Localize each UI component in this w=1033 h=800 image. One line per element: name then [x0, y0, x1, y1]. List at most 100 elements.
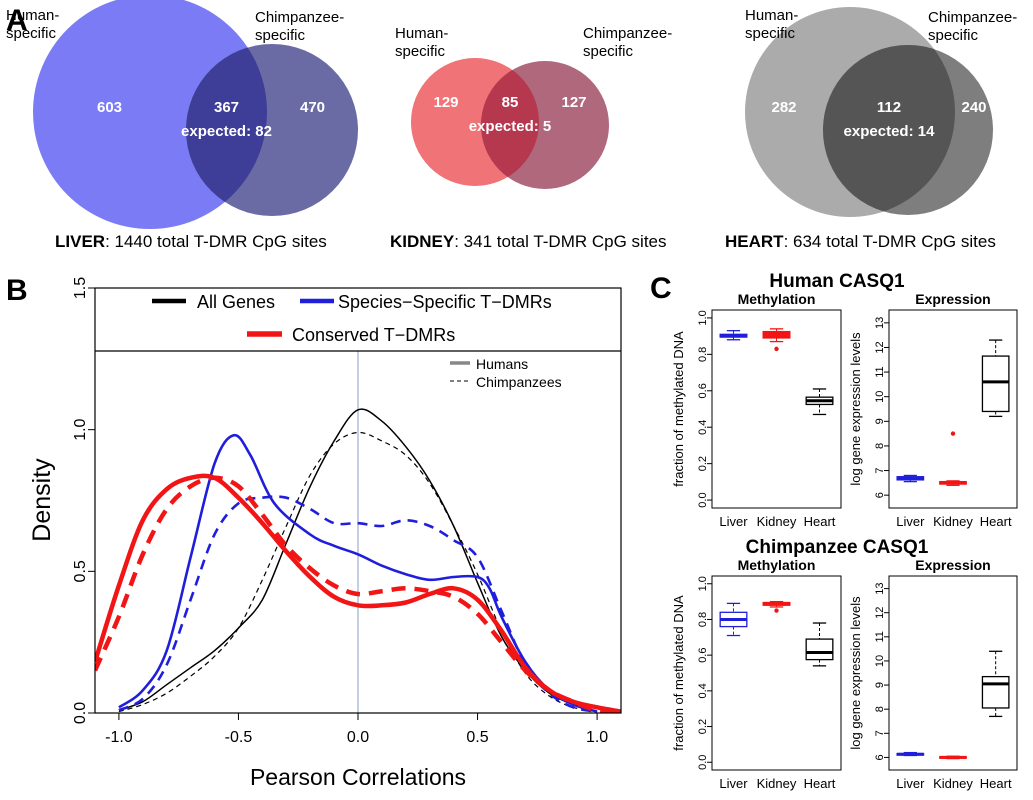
boxplot-y-tick-label: 10	[874, 655, 886, 667]
boxplot-y-tick-label: 0.8	[697, 347, 709, 362]
boxplot-methylation: Methylation 0.0 0.2 0.4 0.6 0.8 1.0 fraction of…	[671, 291, 842, 529]
boxplot-y-axis-label: log gene expression levels	[848, 332, 863, 486]
box-liver	[719, 602, 748, 637]
venn-chimp-count: 240	[961, 99, 986, 116]
density-curve-conserved-t-dmrs-chimpanzees	[95, 475, 621, 713]
boxplot-y-axis-label: log gene expression levels	[848, 596, 863, 750]
density-legend: All Genes Species−Specific T−DMRs Conserve…	[152, 292, 562, 390]
boxplot-y-tick-label: 11	[874, 366, 886, 377]
boxplot-group-title: Human CASQ1	[769, 271, 905, 292]
x-tick-label: 1.0	[586, 729, 608, 746]
venn-human-label: Human-	[6, 7, 59, 24]
boxplot-y-tick-label: 0.0	[697, 755, 709, 770]
boxplot-y-tick-label: 0.6	[697, 648, 709, 663]
box-kidney	[762, 328, 791, 352]
boxplot-y-tick-label: 1.0	[697, 576, 709, 591]
boxplot-expression: Expression 6 7 8 9 10 11 12 13 log gene expressio…	[848, 557, 1018, 791]
boxplot-y-tick-label: 6	[874, 492, 886, 498]
boxplot-category-label: Kidney	[933, 776, 973, 791]
boxplot-category-label: Heart	[804, 514, 836, 529]
boxplot-category-label: Liver	[896, 776, 925, 791]
venn-chimp-label: specific	[255, 27, 306, 44]
box-kidney	[939, 755, 967, 760]
boxplot-y-tick-label: 11	[874, 631, 886, 642]
boxplot-y-tick-label: 0.2	[697, 719, 709, 734]
boxplot-category-label: Heart	[980, 776, 1012, 791]
boxplot-y-tick-label: 10	[874, 391, 886, 403]
boxplot-y-tick-label: 6	[874, 754, 886, 760]
box-iqr	[981, 675, 1010, 709]
boxplot-methylation: Methylation 0.0 0.2 0.4 0.6 0.8 1.0 fraction of…	[671, 557, 842, 791]
boxplot-y-tick-label: 7	[874, 467, 886, 473]
density-plot: All Genes Species−Specific T−DMRs Conserve…	[28, 277, 622, 790]
box-iqr	[805, 638, 834, 661]
boxplot-y-tick-label: 0.4	[697, 683, 709, 698]
density-curves	[95, 408, 621, 713]
x-axis-label: Pearson Correlations	[250, 764, 466, 790]
x-tick-label: -0.5	[225, 729, 253, 746]
boxplot-y-tick-label: 9	[874, 682, 886, 688]
legend-label-conserved: Conserved T−DMRs	[292, 325, 455, 345]
venn-chimp-label: specific	[928, 27, 979, 44]
boxplot-subtitle: Expression	[915, 557, 990, 573]
venn-human-label: specific	[395, 43, 446, 60]
legend-label-all-genes: All Genes	[197, 292, 275, 312]
boxplot-y-tick-label: 12	[874, 341, 886, 353]
venn-overlap-region	[481, 61, 539, 186]
venn-caption-total: : 341 total T-DMR CpG sites	[454, 232, 666, 251]
boxplot-category-label: Liver	[896, 514, 925, 529]
boxplot-y-tick-label: 8	[874, 706, 886, 712]
box-heart	[805, 622, 834, 667]
density-curve-all-genes-humans	[118, 408, 598, 713]
panel-label-a: A	[6, 4, 28, 37]
venn-caption: KIDNEY: 341 total T-DMR CpG sites	[390, 232, 667, 251]
boxplot-y-tick-label: 0.2	[697, 456, 709, 471]
y-tick-label: 1.0	[72, 418, 89, 440]
panel-label-b: B	[6, 274, 28, 307]
boxplot-subtitle: Methylation	[738, 291, 816, 307]
venn-chimp-label: Chimpanzee-	[255, 9, 344, 26]
venn-caption-tissue: HEART	[725, 232, 784, 251]
boxplot-y-tick-label: 9	[874, 418, 886, 424]
boxplot-y-tick-label: 0.8	[697, 612, 709, 627]
boxplot-category-label: Heart	[980, 514, 1012, 529]
box-outlier	[950, 431, 956, 436]
boxplot-category-label: Liver	[719, 514, 748, 529]
y-axis-label: Density	[28, 458, 56, 542]
box-kidney	[939, 431, 967, 486]
venn-human-count: 603	[97, 99, 122, 116]
density-curve-all-genes-chimpanzees	[118, 431, 598, 713]
boxplot-y-tick-label: 13	[874, 317, 886, 329]
venn-overlap-count: 112	[877, 99, 901, 116]
venn-caption: HEART: 634 total T-DMR CpG sites	[725, 232, 996, 251]
panel-label-c: C	[650, 272, 672, 305]
venn-expected-count: expected: 14	[844, 123, 936, 140]
venn-caption-total: : 634 total T-DMR CpG sites	[784, 232, 996, 251]
venn-human-label: Human-	[745, 7, 798, 24]
venn-human-count: 129	[433, 94, 458, 111]
venn-chimp-label: Chimpanzee-	[928, 9, 1017, 26]
box-iqr	[981, 355, 1010, 413]
boxplot-y-axis-label: fraction of methylated DNA	[671, 331, 686, 487]
boxplot-y-tick-label: 0.0	[697, 492, 709, 507]
venn-human-count: 282	[771, 99, 796, 116]
boxplot-category-label: Kidney	[933, 514, 973, 529]
box-kidney	[762, 600, 791, 613]
boxplot-y-tick-label: 8	[874, 443, 886, 449]
boxplot-expression: Expression 6 7 8 9 10 11 12 13 log gene expressio…	[848, 291, 1018, 529]
boxplot-y-tick-label: 12	[874, 607, 886, 619]
boxplot-frame	[888, 575, 1018, 771]
boxplot-group-title: Chimpanzee CASQ1	[746, 537, 929, 558]
venn-chimp-count: 470	[300, 99, 325, 116]
legend-label-chimpanzees: Chimpanzees	[476, 374, 562, 390]
venn-human-label: specific	[745, 25, 796, 42]
venn-chimp-label: specific	[583, 43, 634, 60]
venn-chimp-count: 127	[561, 94, 586, 111]
boxplot-category-label: Liver	[719, 776, 748, 791]
venn-chimp-label: Chimpanzee-	[583, 25, 672, 42]
venn-overlap-count: 367	[214, 99, 239, 116]
boxplot-category-label: Heart	[804, 776, 836, 791]
boxplot-frame	[711, 309, 842, 509]
